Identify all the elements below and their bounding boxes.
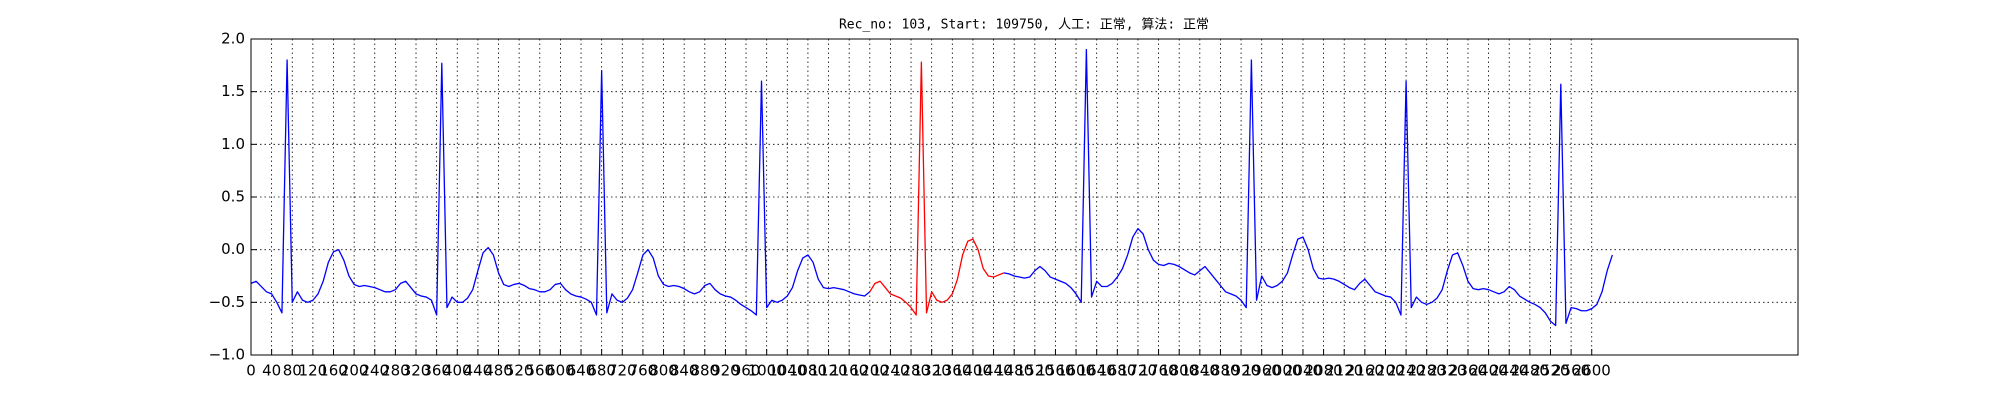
- y-tick-label: −1.0: [209, 346, 245, 364]
- x-tick-label: 1760: [1139, 362, 1177, 380]
- x-tick-label: 2560: [1552, 362, 1590, 380]
- x-tick-label: 360: [422, 362, 451, 380]
- x-tick-label: 160: [319, 362, 348, 380]
- x-tick-label: 120: [299, 362, 328, 380]
- x-tick-label: 2160: [1346, 362, 1384, 380]
- x-tick-label: 1440: [974, 362, 1012, 380]
- y-tick-label: 1.0: [221, 135, 245, 153]
- x-tick-label: 2360: [1449, 362, 1487, 380]
- x-tick-label: 840: [670, 362, 699, 380]
- x-tick-label: 1720: [1119, 362, 1157, 380]
- x-tick-label: 2440: [1490, 362, 1528, 380]
- x-tick-label: 1040: [768, 362, 806, 380]
- x-tick-label: 600: [546, 362, 575, 380]
- x-tick-label: 2040: [1284, 362, 1322, 380]
- x-tick-label: 2320: [1428, 362, 1466, 380]
- x-tick-label: 1880: [1201, 362, 1239, 380]
- x-tick-label: 240: [360, 362, 389, 380]
- x-tick-label: 2600: [1573, 362, 1611, 380]
- x-tick-label: 1120: [809, 362, 847, 380]
- x-tick-label: 520: [505, 362, 534, 380]
- x-tick-label: 1680: [1098, 362, 1136, 380]
- x-tick-label: 1480: [995, 362, 1033, 380]
- plot-frame: [250, 38, 1799, 356]
- x-tick-label: 2480: [1511, 362, 1549, 380]
- x-tick-label: 1600: [1057, 362, 1095, 380]
- chart-title: Rec_no: 103, Start: 109750, 人工: 正常, 算法: …: [839, 18, 1209, 33]
- x-tick-label: 2120: [1325, 362, 1363, 380]
- x-tick-label: 0: [246, 362, 256, 380]
- x-tick-label: 1080: [789, 362, 827, 380]
- x-tick-label: 720: [608, 362, 637, 380]
- x-tick-label: 680: [587, 362, 616, 380]
- x-tick-label: 1840: [1181, 362, 1219, 380]
- x-tick-label: 2280: [1408, 362, 1446, 380]
- x-tick-label: 2000: [1263, 362, 1301, 380]
- x-tick-label: 2400: [1470, 362, 1508, 380]
- x-tick-label: 960: [732, 362, 761, 380]
- x-tick-label: 1000: [748, 362, 786, 380]
- x-tick-label: 280: [381, 362, 410, 380]
- x-tick-label: 1520: [1016, 362, 1054, 380]
- x-tick-label: 1960: [1243, 362, 1281, 380]
- x-tick-label: 2240: [1387, 362, 1425, 380]
- series-line: [869, 61, 1005, 316]
- x-tick-label: 1160: [830, 362, 868, 380]
- x-tick-label: 760: [629, 362, 658, 380]
- x-tick-label: 2080: [1304, 362, 1342, 380]
- series-line: [250, 48, 1613, 327]
- y-tick-label: 1.5: [221, 82, 245, 100]
- x-tick-label: 1800: [1160, 362, 1198, 380]
- y-tick-label: 0.0: [221, 240, 245, 258]
- x-tick-label: 40: [262, 362, 281, 380]
- x-tick-label: 1280: [892, 362, 930, 380]
- x-tick-label: 320: [402, 362, 431, 380]
- x-tick-label: 400: [443, 362, 472, 380]
- x-tick-label: 1560: [1036, 362, 1074, 380]
- x-tick-label: 800: [649, 362, 678, 380]
- x-tick-label: 2520: [1531, 362, 1569, 380]
- x-tick-label: 920: [711, 362, 740, 380]
- x-tick-label: 1360: [933, 362, 971, 380]
- x-tick-label: 200: [340, 362, 369, 380]
- y-tick-label: 2.0: [221, 30, 245, 48]
- x-tick-label: 880: [690, 362, 719, 380]
- x-tick-label: 2200: [1366, 362, 1404, 380]
- y-tick-label: 0.5: [221, 188, 245, 206]
- x-tick-label: 1240: [871, 362, 909, 380]
- x-tick-label: 1920: [1222, 362, 1260, 380]
- x-tick-label: 1640: [1078, 362, 1116, 380]
- x-tick-label: 440: [464, 362, 493, 380]
- x-tick-label: 1400: [954, 362, 992, 380]
- y-tick-label: −0.5: [209, 293, 245, 311]
- x-tick-label: 640: [567, 362, 596, 380]
- x-tick-label: 560: [525, 362, 554, 380]
- x-tick-label: 1200: [851, 362, 889, 380]
- x-tick-label: 480: [484, 362, 513, 380]
- x-tick-label: 80: [283, 362, 302, 380]
- x-tick-label: 1320: [913, 362, 951, 380]
